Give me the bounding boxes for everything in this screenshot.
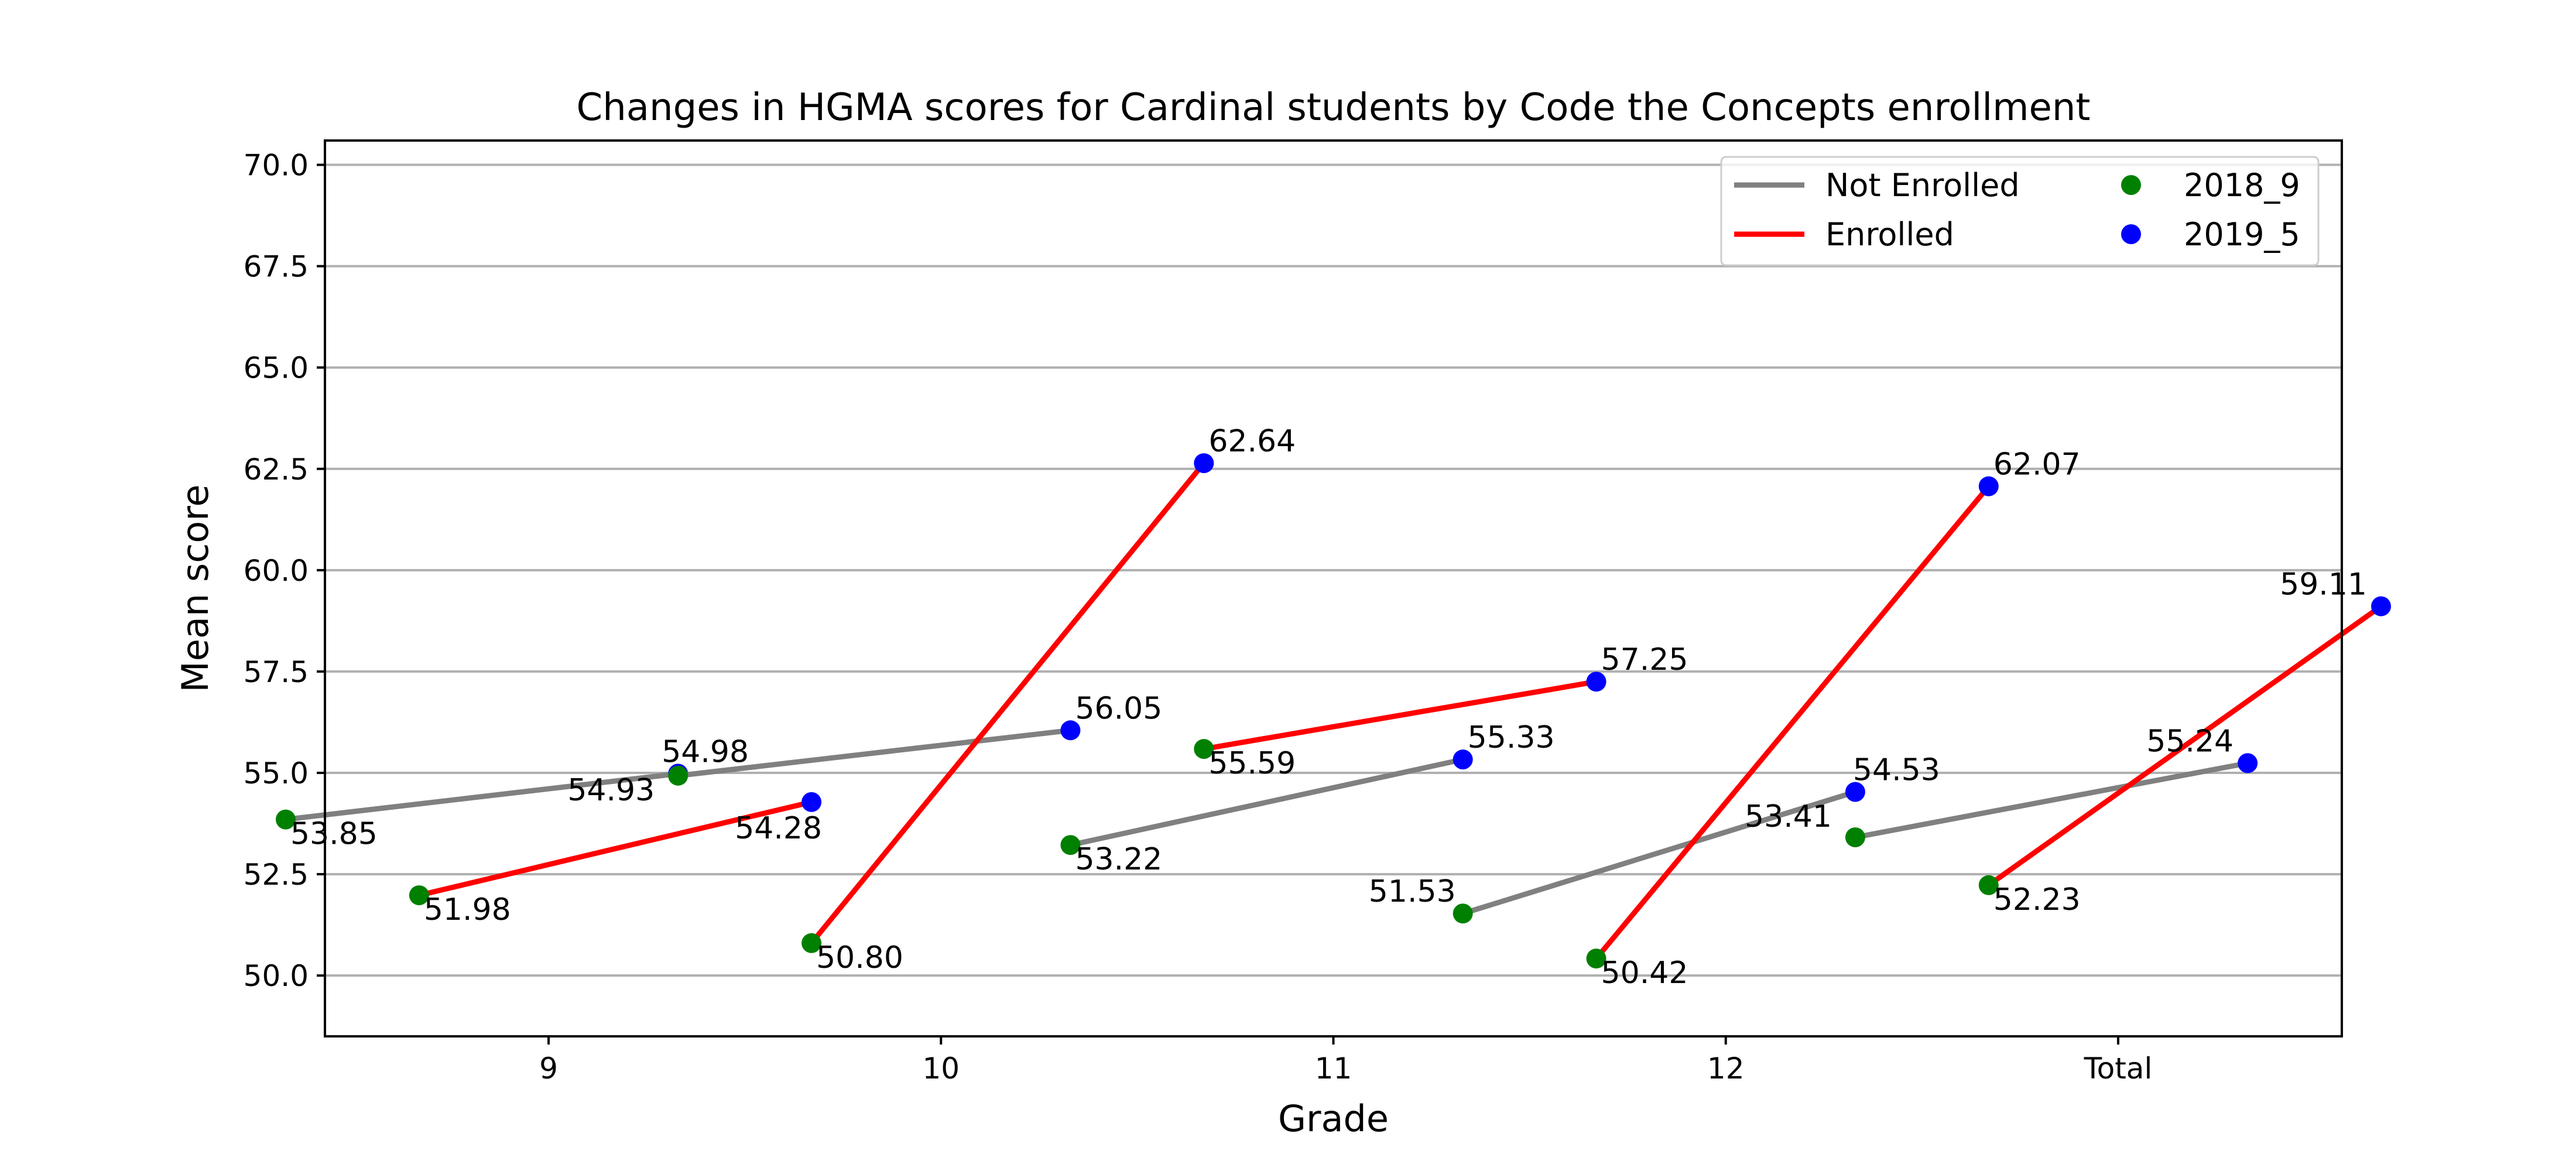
data-label: 57.25 — [1601, 642, 1688, 677]
y-tick-label: 60.0 — [244, 554, 309, 588]
x-tick-label: Total — [2084, 1052, 2153, 1086]
data-label: 54.93 — [567, 773, 655, 808]
data-label: 50.80 — [816, 940, 903, 975]
y-tick-label: 70.0 — [244, 149, 309, 183]
data-label: 62.07 — [1993, 447, 2081, 482]
marker-2018-9 — [801, 933, 822, 953]
data-label: 56.05 — [1075, 691, 1162, 726]
marker-2019-5 — [1060, 720, 1081, 741]
series-layer — [275, 453, 2392, 969]
marker-2019-5 — [1194, 453, 1214, 474]
data-label: 54.53 — [1853, 753, 1940, 788]
x-axis-label: Grade — [1278, 1097, 1389, 1140]
data-label: 59.11 — [2280, 567, 2367, 602]
series-line — [1070, 756, 1464, 848]
x-tick-label: 12 — [1707, 1052, 1745, 1086]
data-label: 54.28 — [735, 811, 822, 846]
data-label: 55.33 — [1468, 720, 1555, 755]
marker-2018-9 — [668, 765, 688, 786]
marker-2019-5 — [1586, 672, 1606, 692]
y-axis-label: Mean score — [174, 484, 217, 692]
ticks-layer: 50.0 52.5 55.0 57.5 60.0 62.5 65.0 67.5 70.0 9 10 1… — [244, 149, 2153, 1086]
series-line — [418, 799, 813, 898]
y-tick-label: 52.5 — [244, 858, 309, 892]
legend-label: 2018_9 — [2184, 167, 2300, 204]
chart-title: Changes in HGMA scores for Cardinal stud… — [577, 86, 2091, 129]
series-line — [1462, 789, 1856, 916]
data-label: 50.42 — [1601, 956, 1688, 991]
legend-label: 2019_5 — [2184, 216, 2300, 253]
series-line — [285, 771, 679, 823]
marker-2018-9 — [1194, 739, 1214, 759]
y-tick-label: 57.5 — [244, 655, 309, 689]
grid-layer — [325, 163, 2342, 977]
legend-marker-swatch — [2121, 224, 2141, 244]
legend-label: Not Enrolled — [1825, 167, 2020, 204]
data-label: 55.24 — [2146, 724, 2234, 759]
data-label: 62.64 — [1208, 424, 1296, 459]
legend-items: Not Enrolled Enrolled 2018_9 2019_5 — [1734, 167, 2300, 253]
marker-2018-9 — [1845, 827, 1865, 848]
y-tick-label: 62.5 — [244, 453, 309, 487]
data-label: 53.41 — [1745, 799, 1832, 834]
marker-2018-9 — [1453, 903, 1473, 924]
marker-2018-9 — [1060, 835, 1081, 855]
series-line — [1855, 760, 2248, 840]
marker-2019-5 — [1453, 749, 1473, 770]
x-tick-label: 9 — [539, 1052, 558, 1086]
data-label: 53.85 — [290, 817, 378, 852]
marker-2019-5 — [1845, 782, 1865, 802]
legend-box — [1720, 156, 2320, 266]
y-tick-label: 65.0 — [244, 351, 309, 385]
marker-2018-9 — [275, 809, 296, 830]
marker-2018-9 — [1978, 875, 1999, 895]
legend-label: Enrolled — [1825, 216, 1954, 253]
series-line — [1987, 604, 2383, 888]
series-line — [809, 461, 1206, 945]
marker-2018-9 — [1586, 949, 1606, 969]
legend: Not Enrolled Enrolled 2018_9 2019_5 — [1720, 156, 2320, 266]
data-label: 51.98 — [424, 892, 511, 927]
y-tick-label: 55.0 — [244, 756, 309, 790]
marker-2019-5 — [2238, 753, 2258, 773]
x-tick-label: 11 — [1315, 1052, 1352, 1086]
data-label: 51.53 — [1369, 874, 1456, 909]
marker-2019-5 — [1978, 476, 1999, 497]
y-tick-label: 50.0 — [244, 959, 309, 993]
y-tick-label: 67.5 — [244, 250, 309, 284]
data-label: 54.98 — [662, 734, 749, 769]
legend-marker-swatch — [2121, 175, 2141, 195]
series-line — [1203, 679, 1597, 752]
data-label: 53.22 — [1075, 842, 1162, 877]
marker-2019-5 — [2371, 596, 2392, 617]
series-line — [1594, 484, 1991, 960]
data-label: 52.23 — [1993, 882, 2081, 917]
marker-2019-5 — [801, 792, 822, 812]
x-tick-label: 10 — [922, 1052, 960, 1086]
series-line — [677, 727, 1071, 779]
data-label: 55.59 — [1208, 746, 1296, 781]
marker-2018-9 — [409, 885, 429, 906]
